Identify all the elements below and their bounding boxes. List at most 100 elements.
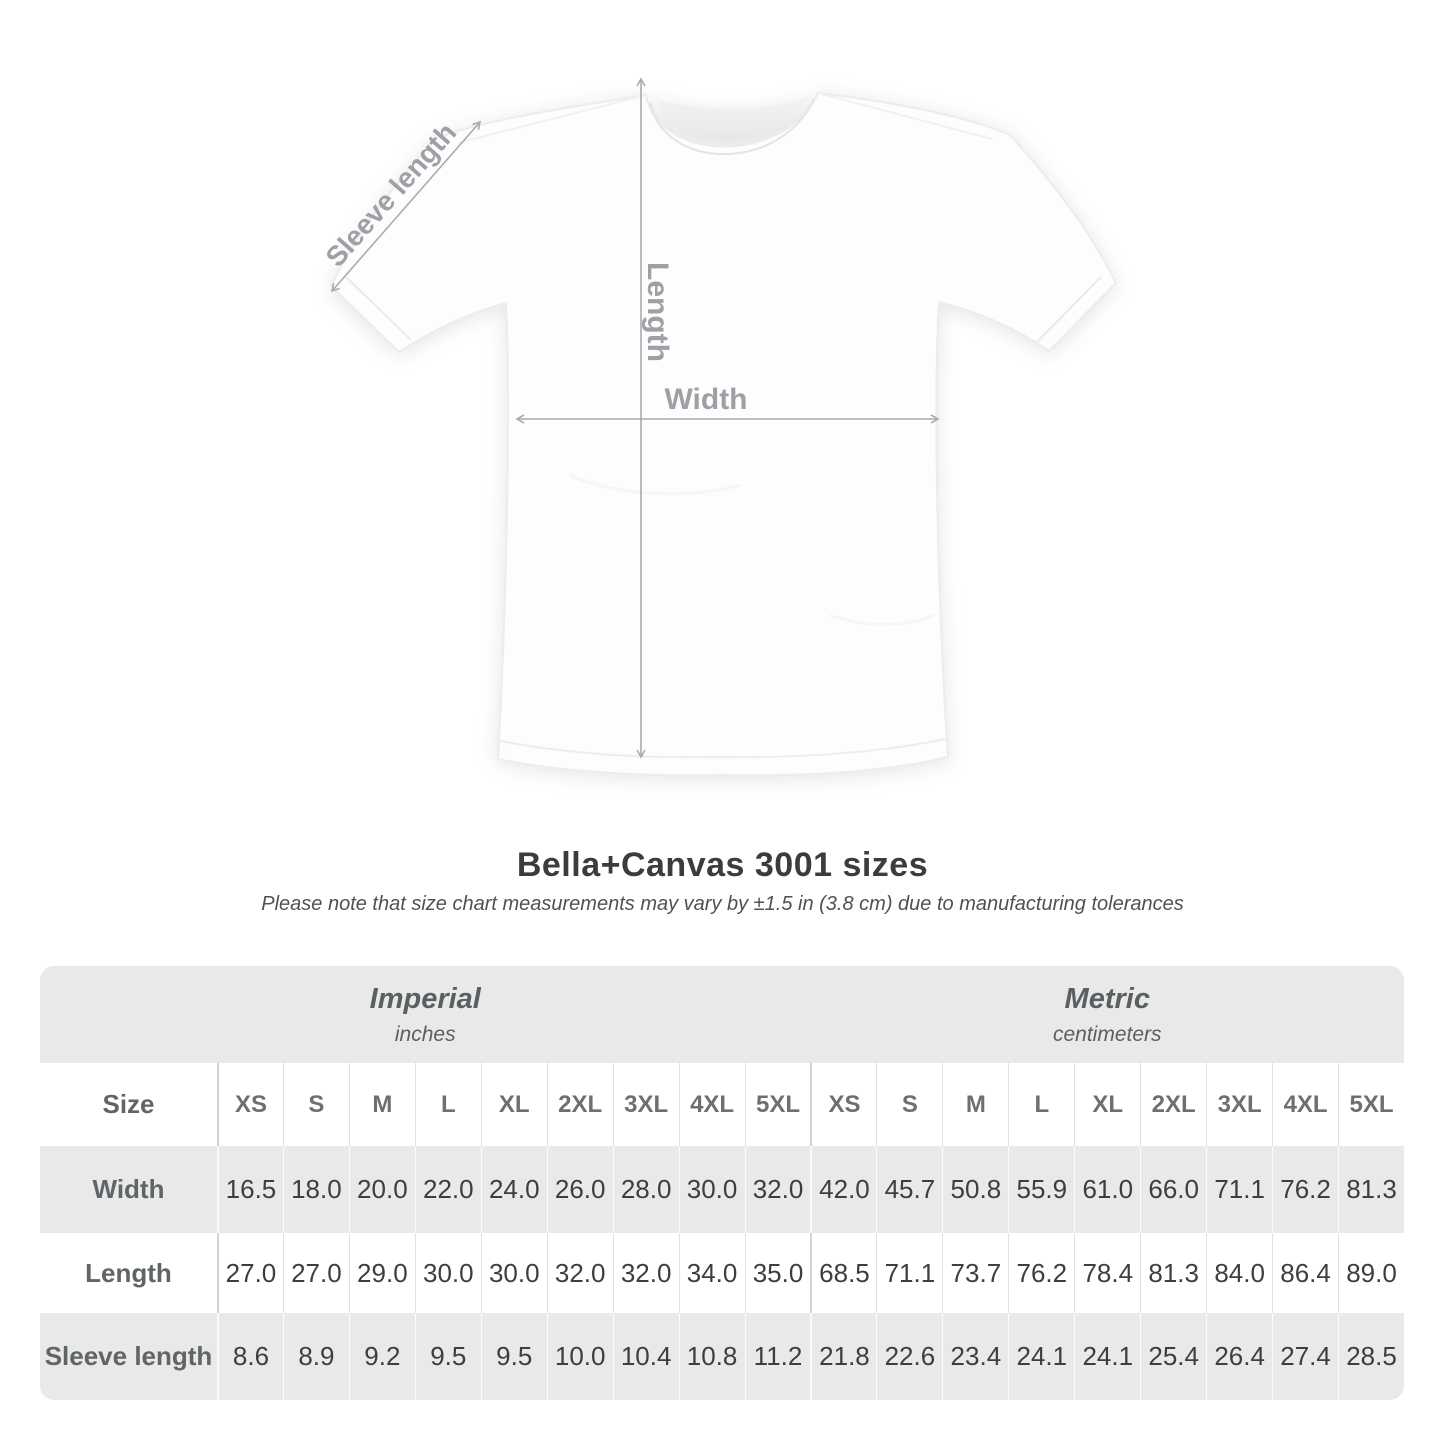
shoulder-seam-right (817, 92, 993, 140)
value-cell: 10.8 (678, 1313, 745, 1400)
value-cell: 22.6 (876, 1313, 942, 1400)
value-cell: 35.0 (744, 1233, 811, 1313)
value-cell: 78.4 (1074, 1233, 1140, 1313)
sleeve-row-label: Sleeve length (44, 1341, 213, 1371)
width-row-label: Width (92, 1174, 165, 1204)
value-cell: 30.0 (414, 1233, 481, 1313)
value-cell: 86.4 (1272, 1233, 1338, 1313)
value-cell: 30.0 (678, 1146, 745, 1233)
tolerance-note: Please note that size chart measurements… (261, 893, 1184, 915)
value-cell: 71.1 (1206, 1146, 1272, 1233)
value-cell: 23.4 (942, 1313, 1008, 1400)
size-cell: 2XL (546, 1063, 613, 1146)
value-cell: 27.0 (217, 1233, 283, 1313)
value-cell: 28.5 (1338, 1313, 1404, 1400)
value-cell: 9.2 (348, 1313, 415, 1400)
unit-group-header-row: Imperial inches Metric centimeters (40, 966, 1404, 1063)
size-header-label: Size (102, 1089, 155, 1119)
neck-opening (658, 97, 808, 140)
value-cell: 30.0 (480, 1233, 547, 1313)
size-cell: 2XL (1140, 1063, 1206, 1146)
size-cell: XL (480, 1063, 547, 1146)
size-cell: 4XL (678, 1063, 745, 1146)
value-cell: 71.1 (876, 1233, 942, 1313)
value-cell: 32.0 (546, 1233, 613, 1313)
value-cell: 76.2 (1272, 1146, 1338, 1233)
bottom-hem-seam (499, 738, 947, 759)
imperial-group-name: Imperial (369, 982, 481, 1015)
size-cell: 3XL (612, 1063, 679, 1146)
value-cell: 34.0 (678, 1233, 745, 1313)
size-cell: 4XL (1272, 1063, 1338, 1146)
size-cell: XS (810, 1063, 876, 1146)
value-cell: 28.0 (612, 1146, 679, 1233)
value-cell: 73.7 (942, 1233, 1008, 1313)
size-chart-table: Imperial inches Metric centimeters Size … (40, 966, 1404, 1400)
value-cell: 66.0 (1140, 1146, 1206, 1233)
metric-group-unit: centimeters (1052, 1022, 1162, 1046)
value-cell: 76.2 (1008, 1233, 1074, 1313)
value-cell: 32.0 (612, 1233, 679, 1313)
value-cell: 32.0 (744, 1146, 811, 1233)
value-cell: 10.0 (546, 1313, 613, 1400)
imperial-group-header: Imperial inches (40, 966, 811, 1063)
width-row: Width 16.5 18.0 20.0 22.0 24.0 26.0 28.0… (40, 1146, 1404, 1233)
size-cell: 3XL (1206, 1063, 1272, 1146)
length-row-label: Length (85, 1257, 172, 1288)
value-cell: 89.0 (1338, 1233, 1404, 1313)
value-cell: 8.6 (217, 1313, 283, 1400)
value-cell: 61.0 (1074, 1146, 1140, 1233)
shoulder-seam-left (457, 94, 647, 144)
metric-group-header: Metric centimeters (811, 966, 1405, 1063)
value-cell: 25.4 (1140, 1313, 1206, 1400)
tshirt-svg: Sleeve length Length Width (319, 77, 1117, 777)
value-cell: 16.5 (217, 1146, 283, 1233)
sleeve-length-arrow (330, 120, 482, 293)
value-cell: 27.0 (282, 1233, 349, 1313)
length-row: Length 27.0 27.0 29.0 30.0 30.0 32.0 32.… (40, 1233, 1404, 1313)
width-label: Width (664, 383, 747, 416)
value-cell: 9.5 (414, 1313, 481, 1400)
value-cell: 81.3 (1140, 1233, 1206, 1313)
size-cell: 5XL (744, 1063, 811, 1146)
value-cell: 50.8 (942, 1146, 1008, 1233)
value-cell: 24.0 (480, 1146, 547, 1233)
collar-seam (649, 98, 815, 155)
value-cell: 22.0 (414, 1146, 481, 1233)
tshirt-illustration (330, 92, 1117, 777)
size-cell: L (1008, 1063, 1074, 1146)
value-cell: 24.1 (1008, 1313, 1074, 1400)
size-cell: M (942, 1063, 1008, 1146)
value-cell: 20.0 (348, 1146, 415, 1233)
size-cell: L (414, 1063, 481, 1146)
value-cell: 18.0 (282, 1146, 349, 1233)
tshirt-silhouette (330, 92, 1117, 777)
value-cell: 26.0 (546, 1146, 613, 1233)
value-cell: 24.1 (1074, 1313, 1140, 1400)
imperial-group-unit: inches (394, 1022, 456, 1046)
value-cell: 11.2 (744, 1313, 811, 1400)
tshirt-measurement-diagram: Sleeve length Length Width (270, 55, 1170, 835)
value-cell: 68.5 (810, 1233, 876, 1313)
value-cell: 9.5 (480, 1313, 547, 1400)
size-cell: S (876, 1063, 942, 1146)
size-header-row: Size XS S M L XL 2XL 3XL 4XL 5XL XS S M … (40, 1063, 1404, 1146)
sleeve-length-row: Sleeve length 8.6 8.9 9.2 9.5 9.5 10.0 1… (40, 1313, 1404, 1400)
size-cell: 5XL (1338, 1063, 1404, 1146)
value-cell: 81.3 (1338, 1146, 1404, 1233)
value-cell: 26.4 (1206, 1313, 1272, 1400)
value-cell: 45.7 (876, 1146, 942, 1233)
fabric-wrinkle (569, 473, 936, 626)
sleeve-hem-right (1036, 276, 1102, 343)
value-cell: 55.9 (1008, 1146, 1074, 1233)
value-cell: 27.4 (1272, 1313, 1338, 1400)
metric-group-name: Metric (1064, 982, 1150, 1015)
value-cell: 84.0 (1206, 1233, 1272, 1313)
value-cell: 21.8 (810, 1313, 876, 1400)
page-title: Bella+Canvas 3001 sizes (516, 846, 929, 884)
value-cell: 29.0 (348, 1233, 415, 1313)
value-cell: 8.9 (282, 1313, 349, 1400)
size-cell: XL (1074, 1063, 1140, 1146)
value-cell: 10.4 (612, 1313, 679, 1400)
